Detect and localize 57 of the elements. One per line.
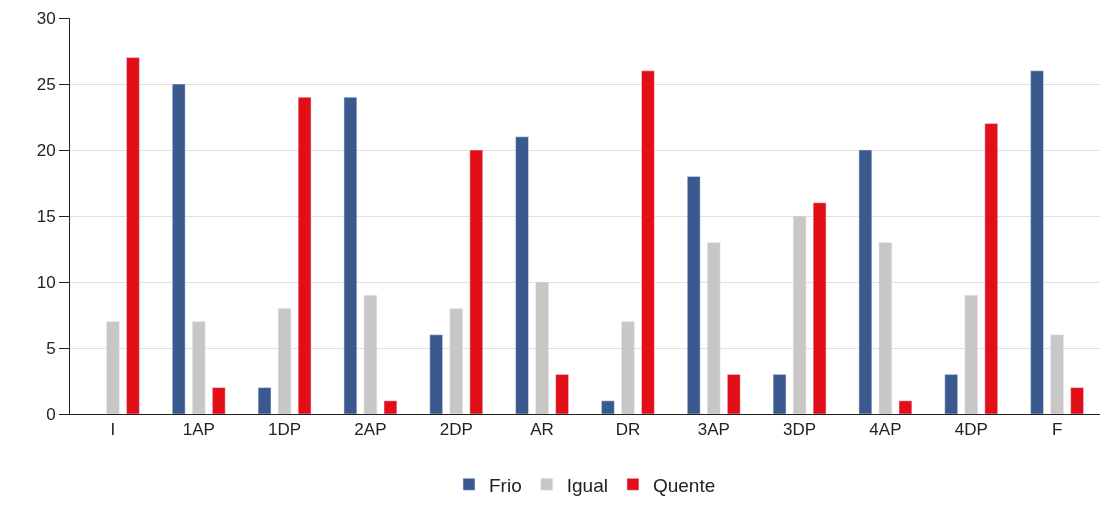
bar (601, 400, 615, 414)
bar (172, 83, 186, 414)
bar (297, 96, 312, 414)
bar (898, 400, 913, 414)
bar (383, 400, 398, 414)
bar (257, 387, 272, 414)
bar (984, 123, 998, 414)
bar (429, 334, 443, 414)
y-tick-label: 10 (36, 272, 56, 292)
x-tick-label: 4DP (954, 420, 988, 440)
bar (812, 202, 827, 414)
x-tick-label: AR (530, 420, 554, 440)
bar (1070, 387, 1084, 414)
y-tick-label: 30 (36, 8, 56, 28)
y-tick-label: 5 (46, 338, 56, 358)
bar (964, 294, 978, 414)
bar (555, 374, 569, 414)
legend-label: Igual (566, 474, 608, 496)
bar (469, 149, 483, 414)
bar (1050, 334, 1064, 414)
bar (363, 294, 378, 414)
bar (878, 242, 893, 414)
x-tick-label: 4AP (869, 420, 902, 440)
bar (858, 149, 873, 414)
x-tick-label: F (1051, 420, 1063, 440)
x-tick-label: 2AP (354, 420, 387, 440)
bar (727, 374, 741, 414)
x-tick-label: 3DP (783, 420, 817, 440)
y-tick-label: 0 (46, 404, 56, 424)
bar (343, 96, 358, 414)
bar (106, 321, 120, 414)
bar (277, 308, 292, 414)
bar (772, 374, 787, 414)
bar (792, 215, 807, 414)
x-tick-label: I (110, 420, 116, 440)
x-tick-label: 1AP (182, 420, 215, 440)
y-tick-label: 20 (36, 140, 56, 160)
bar (449, 308, 463, 414)
bar (641, 70, 655, 414)
bar (621, 321, 635, 414)
x-tick-label: 2DP (439, 420, 473, 440)
bar (192, 321, 206, 414)
y-tick-label: 15 (36, 206, 56, 226)
bar (212, 387, 226, 414)
x-tick-label: 3AP (697, 420, 730, 440)
bar (126, 57, 140, 414)
bar (944, 374, 958, 414)
legend-label: Frio (489, 474, 522, 496)
bar (535, 281, 549, 414)
bar (687, 176, 701, 414)
bar (707, 242, 721, 414)
bar (1030, 70, 1044, 414)
y-tick-label: 25 (36, 74, 56, 94)
bar (515, 136, 529, 414)
x-tick-label: DR (615, 420, 641, 440)
x-tick-label: 1DP (268, 420, 302, 440)
legend-label: Quente (652, 474, 716, 496)
